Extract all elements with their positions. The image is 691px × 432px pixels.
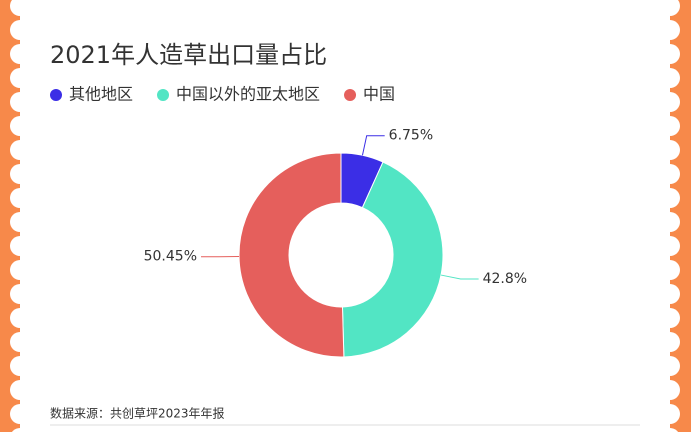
card bbox=[20, 0, 670, 432]
scallop bbox=[10, 332, 30, 352]
scallop bbox=[10, 212, 30, 232]
scallop bbox=[10, 44, 30, 64]
leader-line bbox=[440, 274, 479, 280]
data-label: 6.75% bbox=[389, 128, 433, 144]
leader-line bbox=[361, 135, 385, 156]
scallop bbox=[660, 332, 680, 352]
chart-title: 2021年人造草出口量占比 bbox=[50, 41, 327, 69]
scallop bbox=[10, 380, 30, 400]
scallop bbox=[10, 260, 30, 280]
scallop bbox=[10, 92, 30, 112]
scallop bbox=[10, 0, 30, 16]
scallop bbox=[12, 428, 28, 432]
scallop bbox=[660, 236, 680, 256]
legend-label: 其他地区 bbox=[69, 85, 133, 104]
scallop bbox=[660, 212, 680, 232]
scallop bbox=[660, 260, 680, 280]
scallop bbox=[10, 308, 30, 328]
scallop bbox=[10, 356, 30, 376]
data-label: 50.45% bbox=[144, 249, 197, 265]
source: 数据来源：共创草坪2023年年报 bbox=[50, 406, 225, 421]
scallop bbox=[10, 20, 30, 40]
scallop bbox=[10, 404, 30, 424]
scallop bbox=[660, 284, 680, 304]
legend-label: 中国 bbox=[363, 85, 395, 104]
scallop bbox=[660, 380, 680, 400]
scallop bbox=[660, 404, 680, 424]
scallop bbox=[660, 92, 680, 112]
scallop bbox=[660, 308, 680, 328]
scallop bbox=[10, 164, 30, 184]
scallop bbox=[10, 116, 30, 136]
scallop bbox=[10, 236, 30, 256]
donut-slice bbox=[341, 161, 444, 358]
scallop bbox=[660, 20, 680, 40]
legend-swatch bbox=[157, 89, 170, 101]
legend-swatch bbox=[344, 89, 357, 101]
scallop bbox=[662, 428, 678, 432]
scallop bbox=[10, 284, 30, 304]
scallop bbox=[660, 140, 680, 160]
scallop bbox=[10, 188, 30, 208]
donut-slice bbox=[238, 152, 345, 358]
scallop bbox=[10, 140, 30, 160]
scallop bbox=[10, 68, 30, 88]
scallop bbox=[660, 68, 680, 88]
scallop bbox=[660, 188, 680, 208]
legend-swatch bbox=[50, 89, 62, 101]
scallop bbox=[660, 0, 680, 16]
data-label: 42.8% bbox=[483, 271, 527, 287]
legend-label: 中国以外的亚太地区 bbox=[176, 85, 320, 104]
scallop bbox=[660, 164, 680, 184]
scallop bbox=[660, 356, 680, 376]
scallop bbox=[660, 44, 680, 64]
scallop bbox=[660, 116, 680, 136]
